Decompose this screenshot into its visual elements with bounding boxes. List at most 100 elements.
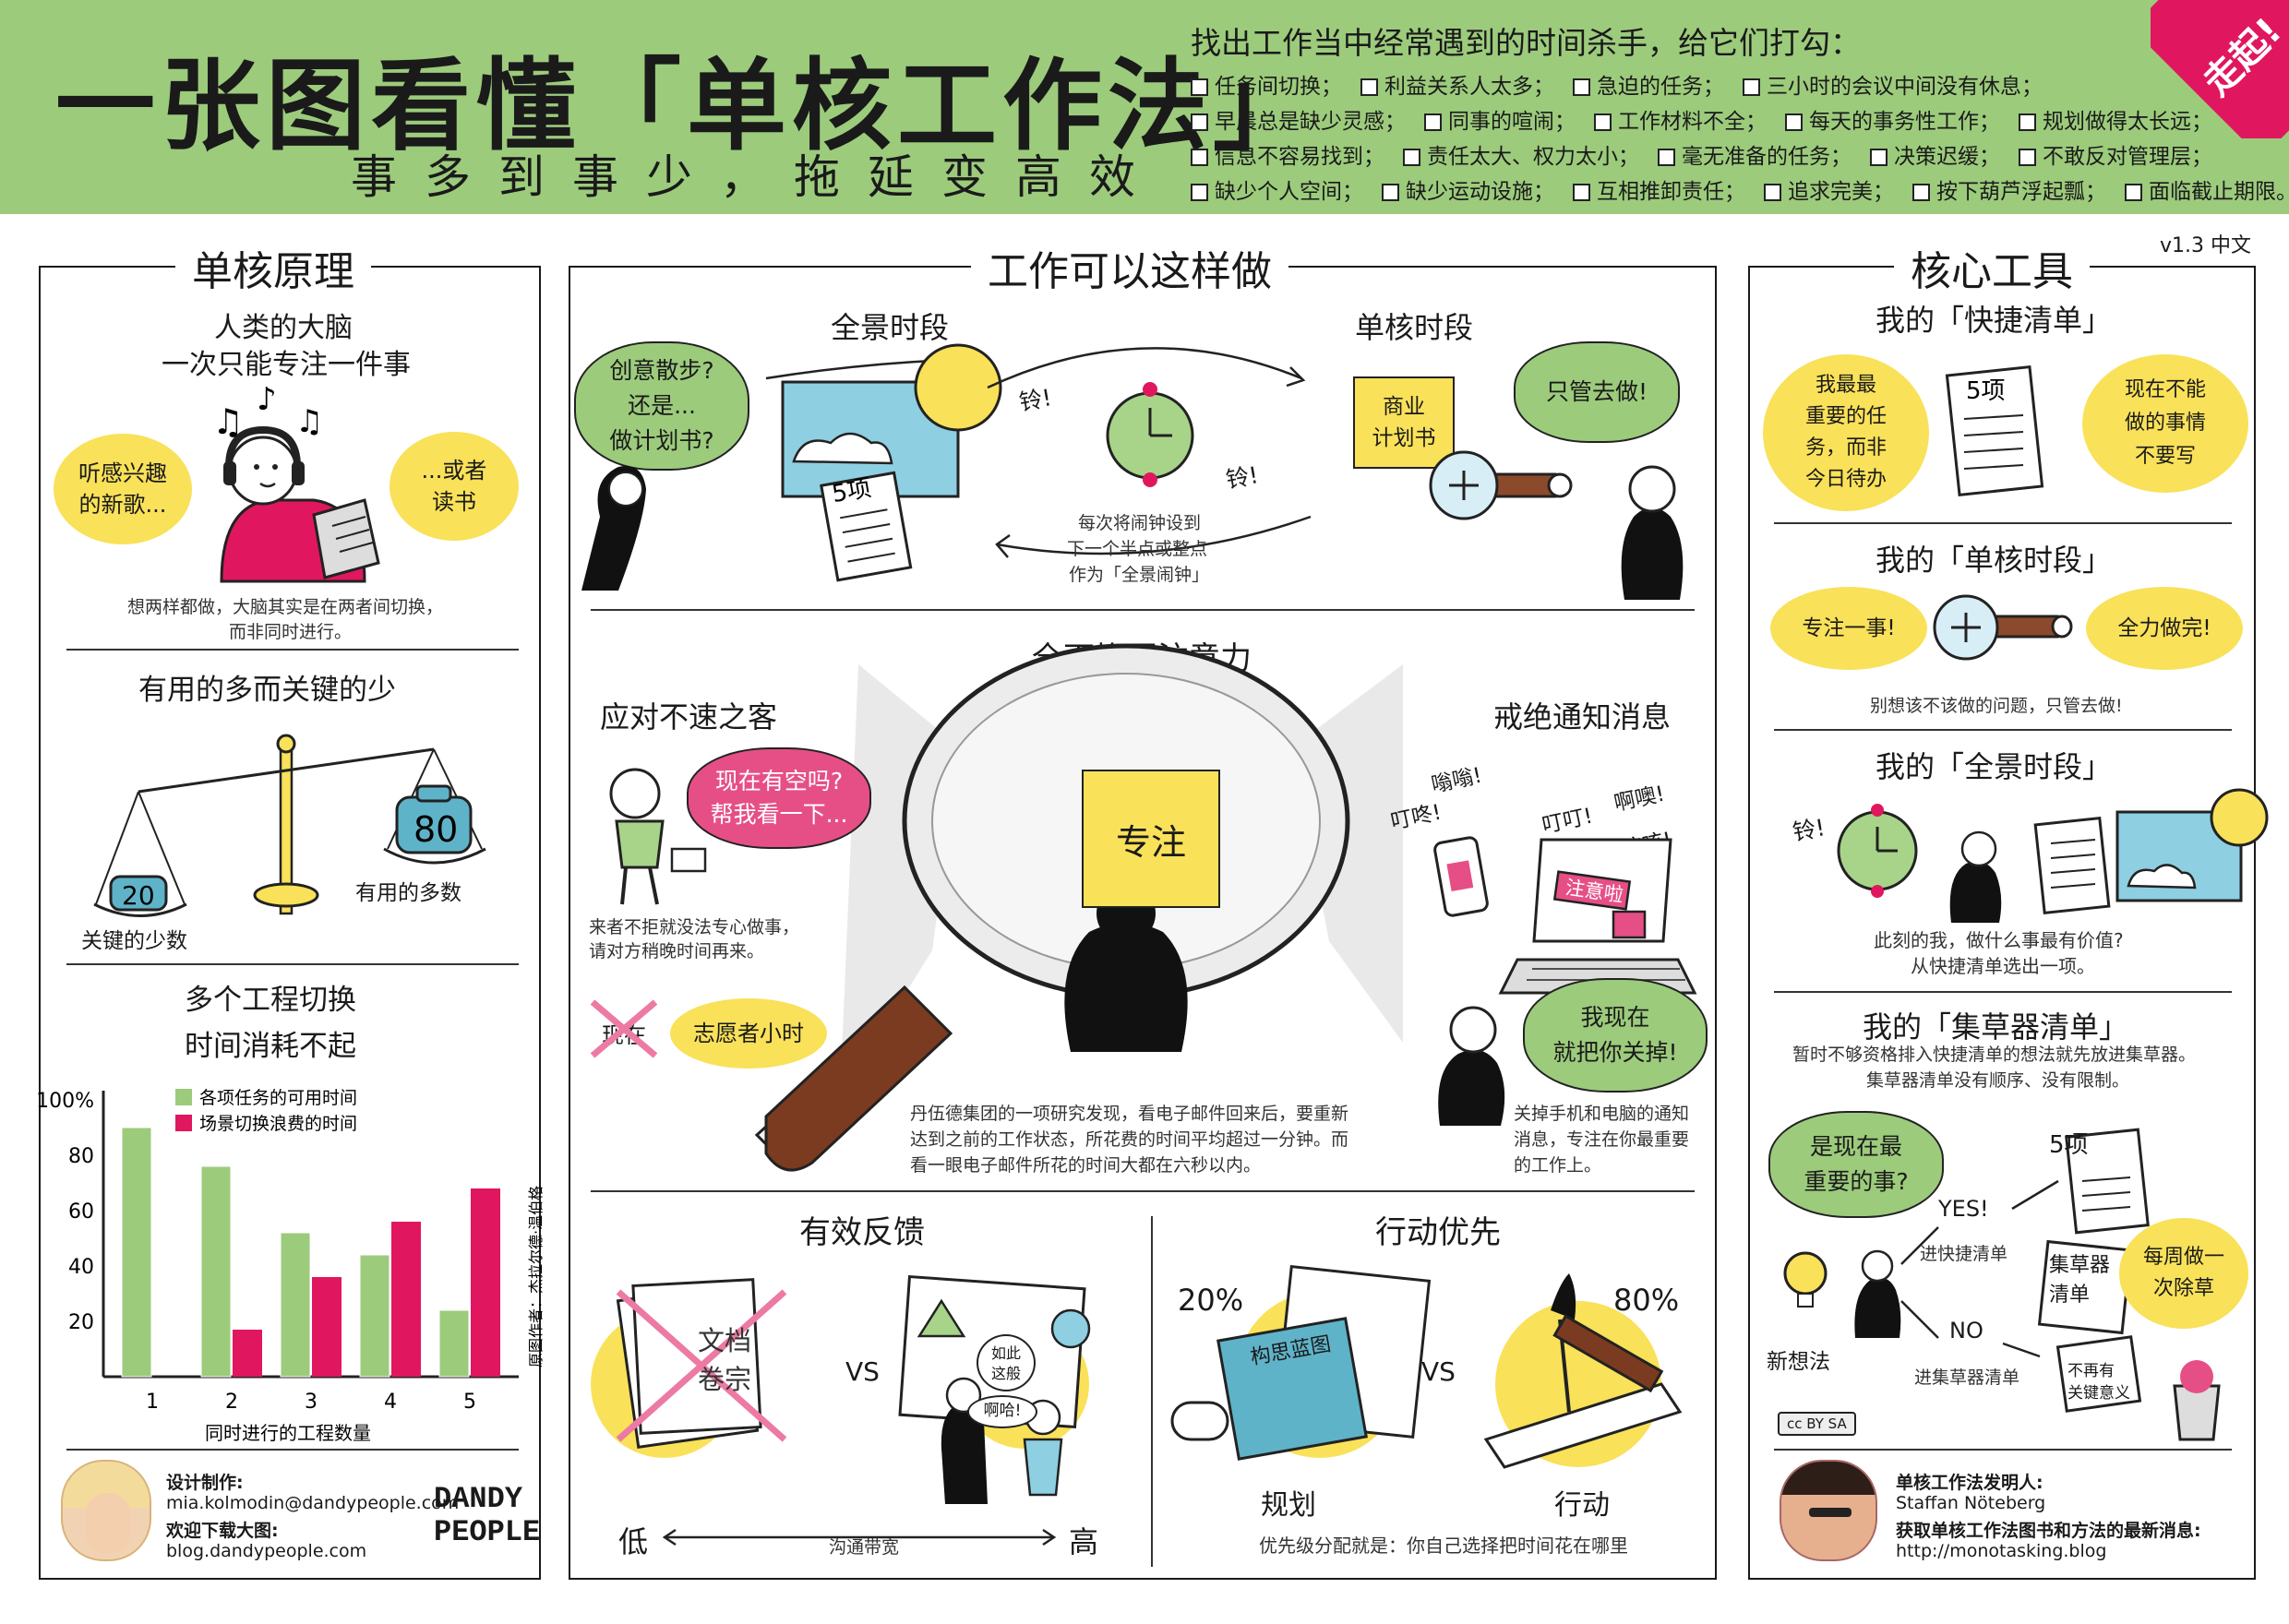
notify-title: 戒绝通知消息 — [1493, 699, 1672, 734]
scale-heading: 有用的多而关键的少 — [138, 674, 396, 707]
time-killer-checkbox[interactable] — [2019, 149, 2036, 166]
song-bubble: 听感兴趣 的新歌... — [54, 434, 192, 544]
quick-list-label: 5项 — [1966, 377, 2006, 405]
study-text-2: 达到之前的工作状态，所花费的时间平均超过一分钟。而 — [910, 1129, 1349, 1150]
time-killer-checkbox[interactable] — [1743, 78, 1760, 96]
person-pointing-illustration — [1438, 1006, 1505, 1126]
time-killer-checkbox[interactable] — [1785, 113, 1803, 131]
svg-text:♪: ♪ — [257, 381, 277, 418]
time-killer-checkbox[interactable] — [1573, 184, 1590, 201]
left-divider-1 — [66, 649, 519, 651]
time-killer-label: 面临截止期限。 — [2149, 180, 2289, 204]
collector-text-1: 暂时不够资格排入快捷清单的想法就先放进集草器。 — [1792, 1045, 2197, 1065]
middle-vertical-divider — [1151, 1216, 1153, 1567]
inventor-blog-link[interactable]: http://monotasking.blog — [1896, 1541, 2107, 1561]
time-killer-label: 同事的喧闹； — [1448, 110, 1576, 134]
time-killer-label: 毫无准备的任务； — [1682, 145, 1852, 169]
time-killer-checkbox[interactable] — [2019, 113, 2036, 131]
collector-list-label: 5项 — [2049, 1131, 2089, 1159]
feedback-bubble-2: 啊哈! — [967, 1395, 1037, 1428]
right-divider-1 — [1774, 522, 2232, 524]
time-killer-label: 早晨总是缺少灵感； — [1215, 110, 1406, 134]
overview-illustration: 5项 — [581, 343, 1002, 591]
feedback-vs: VS — [845, 1356, 880, 1387]
chart-legend-label: 场景切换浪费的时间 — [199, 1114, 357, 1134]
time-killer-label: 互相推卸责任； — [1597, 180, 1745, 204]
time-killer-checkbox[interactable] — [1191, 113, 1208, 131]
bar-chart: 100% 80 60 40 20 1 2 3 4 5 同时进行的工程数量 各项任务的可用时间场景切换浪… — [36, 1088, 545, 1444]
left-divider-2 — [66, 963, 519, 965]
inventor-news-label: 获取单核工作法图书和方法的最新消息: — [1896, 1521, 2201, 1541]
time-killer-label: 信息不容易找到； — [1215, 145, 1384, 169]
right-divider-4 — [1774, 1449, 2232, 1451]
no-label: NO — [1949, 1318, 1983, 1343]
designer-email[interactable]: mia.kolmodin@dandypeople.com — [166, 1493, 460, 1513]
time-killer-checkbox[interactable] — [1403, 149, 1420, 166]
time-killer-checkbox[interactable] — [1382, 184, 1399, 201]
person-silhouette-right — [1621, 465, 1684, 600]
chart-bar-switching — [233, 1330, 262, 1377]
designer-blog-link[interactable]: blog.dandypeople.com — [166, 1541, 367, 1561]
chart-bar-switching — [312, 1277, 342, 1377]
volunteer-hour-blob: 志愿者小时 — [670, 998, 827, 1069]
time-killer-label: 规划做得太长远； — [2043, 110, 2212, 134]
book-bubble: ...或者 读书 — [389, 432, 519, 541]
time-killer-label: 任务间切换； — [1215, 75, 1342, 99]
feedback-bubble-1: 如此 这般 — [977, 1334, 1036, 1391]
quick-list-heading: 我的「快捷清单」 — [1876, 303, 2113, 338]
alarm-cycle-illustration — [987, 347, 1312, 558]
mono-tool-illustration — [1933, 594, 2073, 661]
time-killer-label: 工作材料不全； — [1618, 110, 1767, 134]
time-killer-label: 追求完美； — [1788, 180, 1894, 204]
time-killer-checkbox[interactable] — [1912, 184, 1930, 201]
time-killer-checkbox[interactable] — [1594, 113, 1612, 131]
magnifier-illustration — [754, 643, 1403, 1172]
collector-text-2: 集草器清单没有顺序、没有限制。 — [1866, 1070, 2130, 1091]
page-subtitle: 事多到事少，拖延变高效 — [351, 150, 1163, 204]
time-killer-checkbox[interactable] — [1191, 149, 1208, 166]
overview-ring: 铃! — [1791, 814, 1828, 846]
time-killer-label: 每天的事务性工作； — [1809, 110, 2000, 134]
guest-text-2: 请对方稍晚时间再来。 — [589, 941, 765, 961]
chart-y-tick-label: 60 — [68, 1200, 94, 1224]
time-killer-checkbox[interactable] — [1424, 113, 1442, 131]
time-killer-label: 急迫的任务； — [1597, 75, 1724, 99]
time-killer-checkbox[interactable] — [2125, 184, 2142, 201]
guest-title: 应对不速之客 — [600, 699, 778, 734]
time-killer-checkbox[interactable] — [1870, 149, 1888, 166]
time-killer-label: 按下葫芦浮起瓢； — [1936, 180, 2106, 204]
chart-bar-available — [438, 1309, 470, 1378]
balance-scale-illustration: 20 80 — [93, 734, 486, 917]
corner-ribbon: 走起! — [2151, 0, 2289, 138]
weekly-weeding-blob: 每周做一 次除草 — [2119, 1218, 2248, 1329]
cc-license-badge: cc BY SA — [1778, 1412, 1856, 1436]
mono-caption: 别想该不该做的问题，只管去做! — [1870, 696, 2123, 716]
chart-credit: 原图作者：杰拉尔德·温伯格 — [527, 1186, 545, 1367]
monotask-label: 单核时段 — [1355, 310, 1474, 345]
scale-right-label: 有用的多数 — [355, 881, 461, 905]
time-killer-checkbox[interactable] — [1360, 78, 1378, 96]
chart-x-tick-label: 1 — [146, 1391, 159, 1414]
overview-caption-1: 此刻的我，做什么事最有价值? — [1874, 929, 2124, 951]
collector-list-note: 集草器 清单 — [2049, 1254, 2111, 1307]
turn-off-bubble: 我现在 就把你关掉! — [1523, 978, 1708, 1093]
time-killer-label: 不敢反对管理层； — [2043, 145, 2212, 169]
quick-list-right-blob: 现在不能 做的事情 不要写 — [2082, 354, 2248, 493]
chart-x-axis-label: 同时进行的工程数量 — [205, 1422, 371, 1444]
scale-right-value: 80 — [413, 809, 458, 850]
time-killer-label: 缺少个人空间； — [1215, 180, 1363, 204]
chart-x-tick-label: 4 — [384, 1391, 397, 1414]
right-divider-3 — [1774, 991, 2232, 993]
time-killer-checkbox[interactable] — [1573, 78, 1590, 96]
notify-text-2: 消息，专注在你最重要 — [1514, 1129, 1690, 1150]
chart-y-tick-label: 40 — [68, 1256, 94, 1279]
time-killer-checkbox[interactable] — [1764, 184, 1781, 201]
time-killers-title: 找出工作当中经常遇到的时间杀手，给它们打勾： — [1191, 25, 1861, 61]
time-killer-checkbox[interactable] — [1191, 78, 1208, 96]
study-text-1: 丹伍德集团的一项研究发现，看电子邮件回来后，要重新 — [910, 1104, 1349, 1124]
chart-bar-available — [359, 1254, 390, 1378]
alarm-ring-2: 铃! — [1224, 461, 1261, 494]
time-killer-checkbox[interactable] — [1191, 184, 1208, 201]
time-killer-checkbox[interactable] — [1658, 149, 1675, 166]
alarm-ring-1: 铃! — [1017, 384, 1054, 416]
